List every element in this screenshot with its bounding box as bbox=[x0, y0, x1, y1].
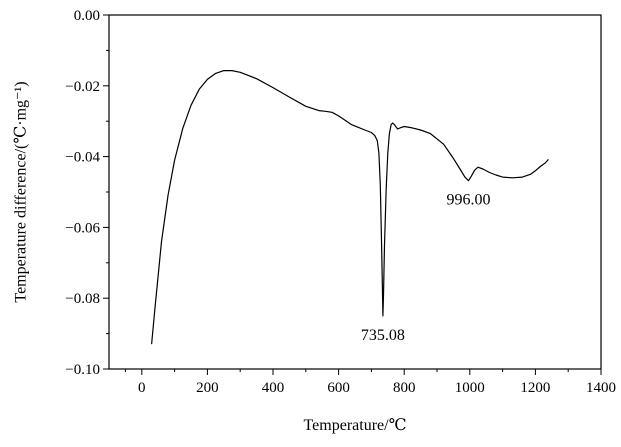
x-tick-label: 0 bbox=[138, 380, 146, 396]
plot-frame bbox=[108, 14, 602, 370]
x-axis-title: Temperature/℃ bbox=[304, 417, 407, 434]
x-tick-label: 1200 bbox=[520, 380, 550, 396]
x-tick-label: 1000 bbox=[455, 380, 485, 396]
y-tick-label: −0.06 bbox=[65, 220, 100, 236]
series-group bbox=[151, 70, 549, 345]
x-tick-label: 800 bbox=[393, 380, 416, 396]
y-tick-label: 0.00 bbox=[74, 8, 100, 24]
y-tick-label: −0.10 bbox=[65, 362, 100, 378]
x-tick-label: 400 bbox=[262, 380, 285, 396]
series-line-0 bbox=[151, 70, 549, 345]
y-axis-title: Temperature difference/(℃·mg⁻¹) bbox=[13, 81, 30, 302]
x-tick-label: 200 bbox=[196, 380, 219, 396]
plot-border bbox=[108, 14, 602, 370]
y-tick-label: −0.02 bbox=[65, 79, 100, 95]
peak-label: 996.00 bbox=[446, 192, 490, 209]
axis-ticks: 0 200 400 600 800 1000 1200 1400 0.00 −0.02 −0.04 −… bbox=[65, 8, 616, 396]
y-tick-label: −0.04 bbox=[65, 150, 100, 166]
y-tick-label: −0.08 bbox=[65, 291, 100, 307]
peak-label: 735.08 bbox=[361, 327, 405, 344]
x-tick-label: 1400 bbox=[586, 380, 616, 396]
annotations: 735.08 996.00 bbox=[361, 192, 491, 344]
x-tick-label: 600 bbox=[327, 380, 350, 396]
